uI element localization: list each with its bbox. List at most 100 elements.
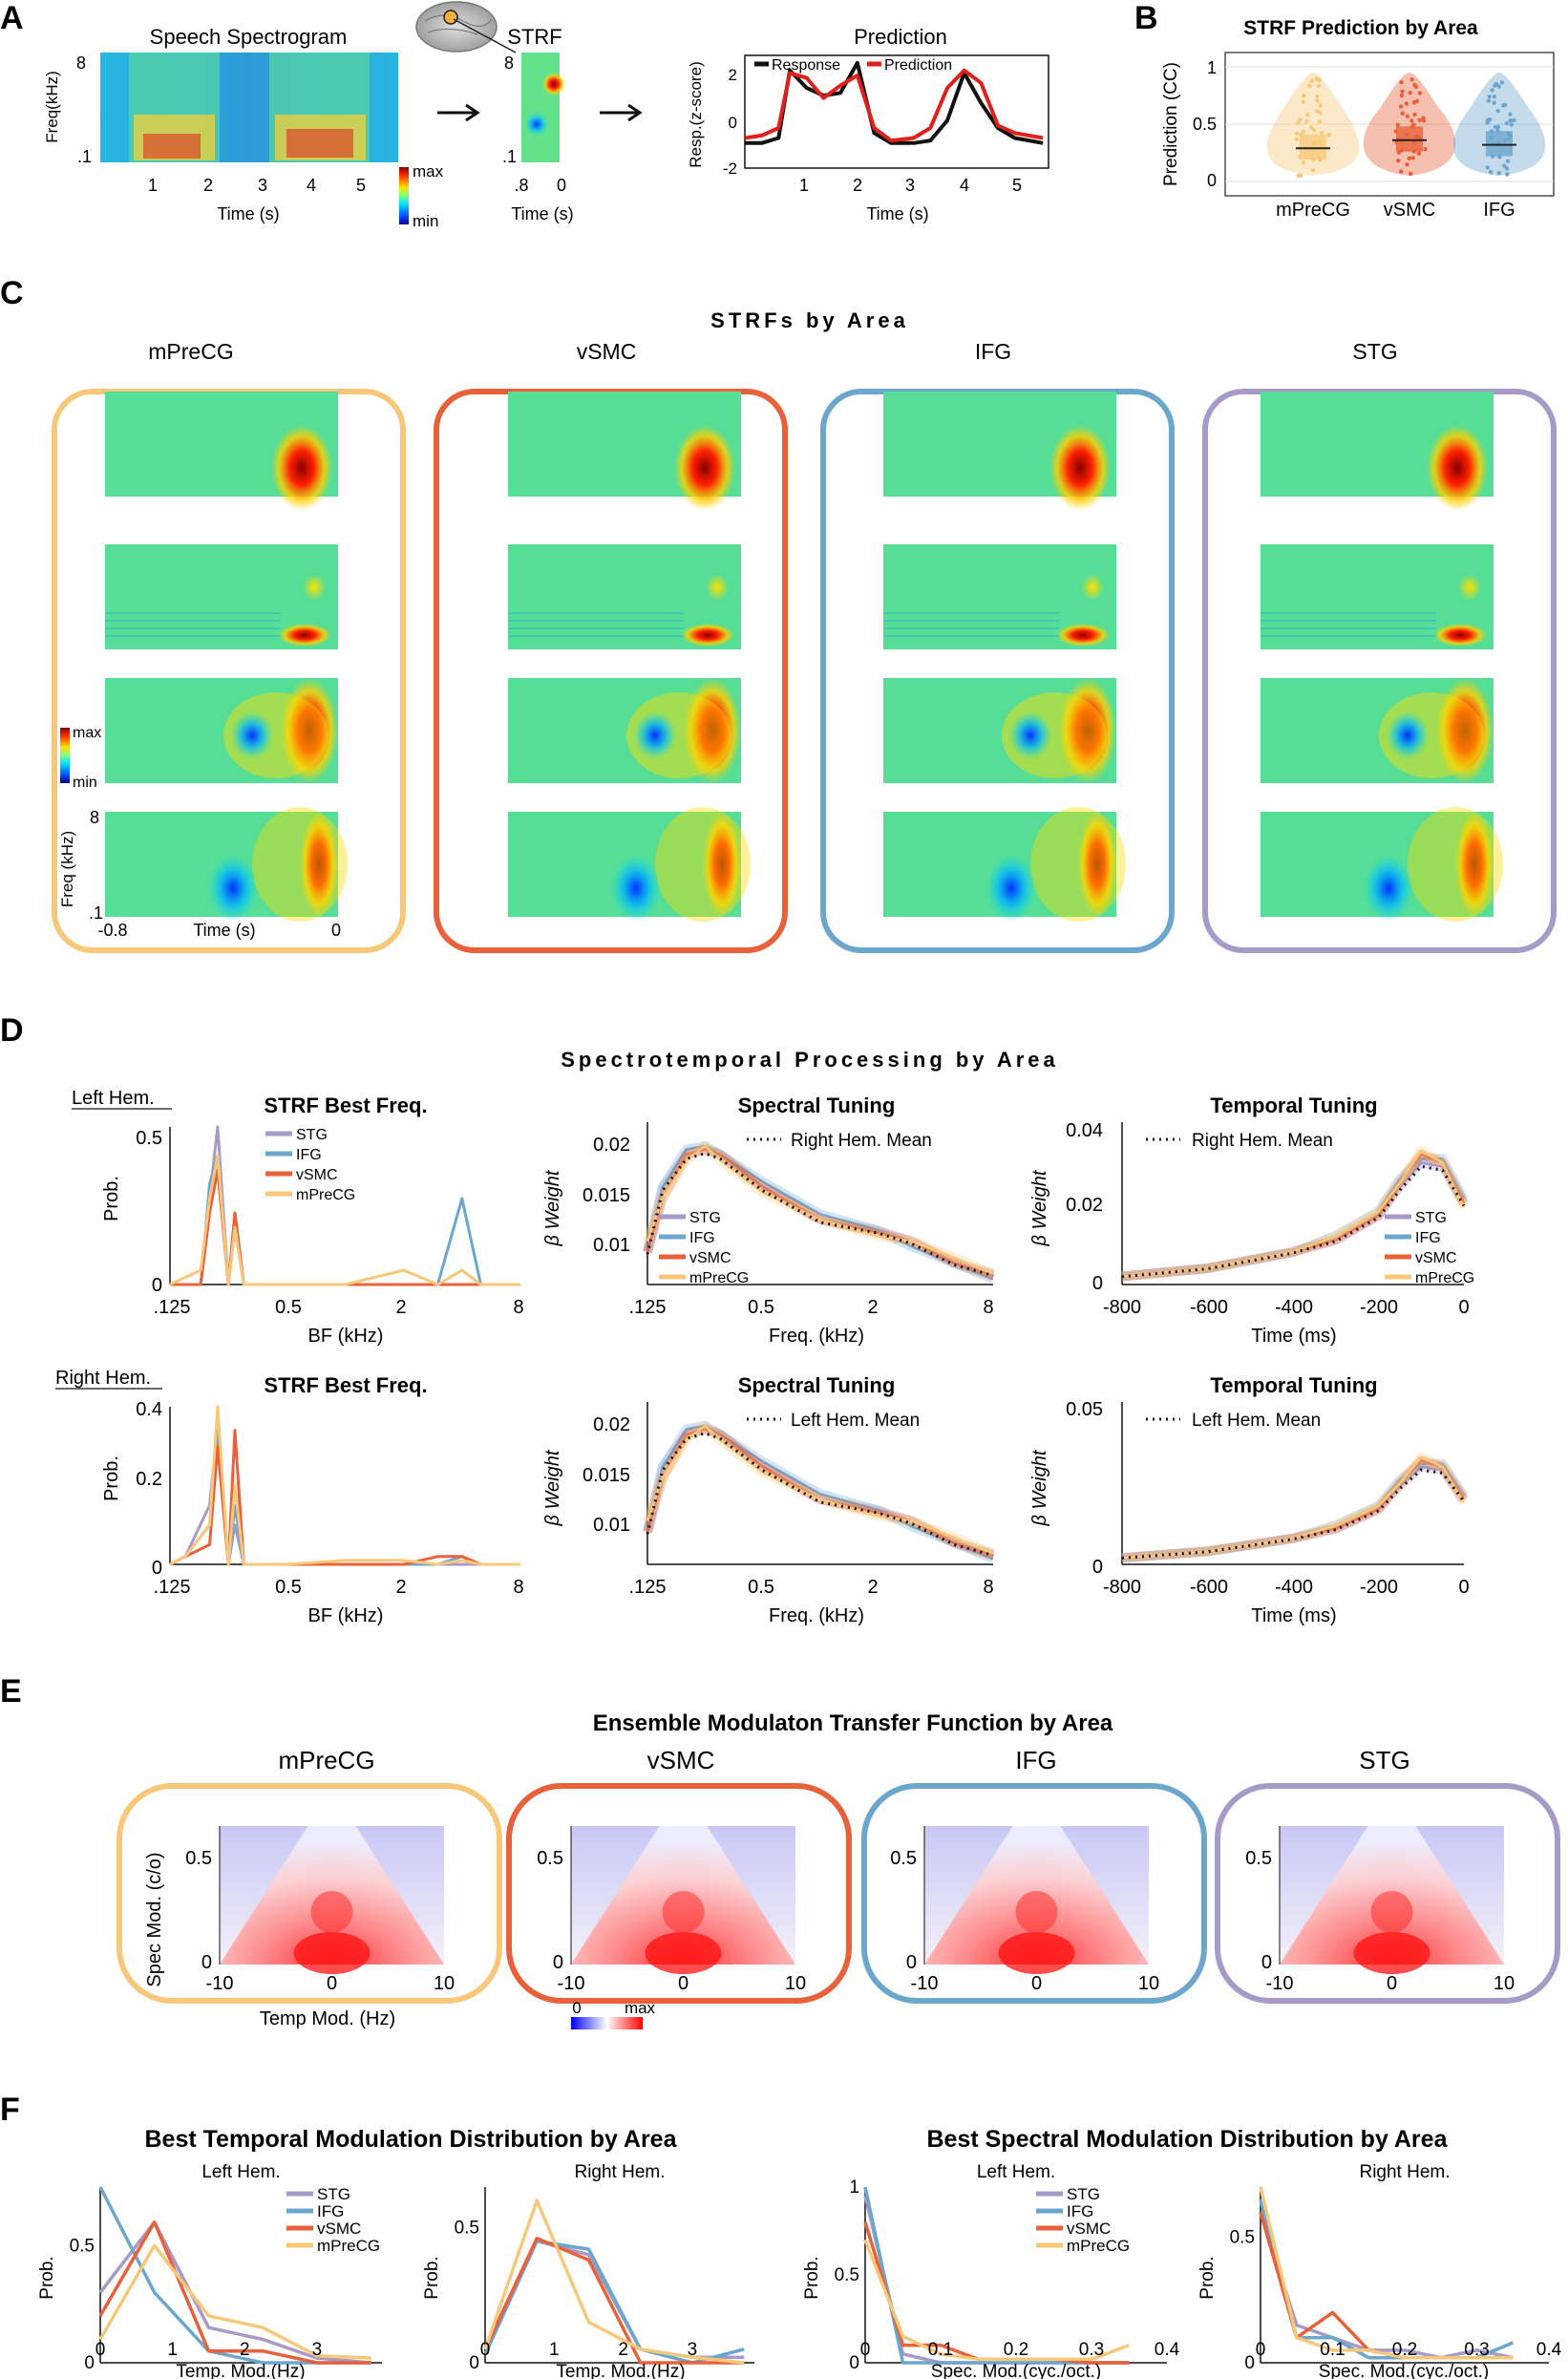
spectrogram-ylabel: Freq(kHz) [43,71,61,143]
prediction-xlabel: Time (s) [866,204,928,223]
prediction-ytick: 0 [729,114,737,132]
strf-colorbar [60,728,70,783]
strf-xlabel: Time (s) [193,921,255,940]
series-line-mprecg [646,1144,994,1275]
x-tick-label: 0.1 [928,2340,953,2360]
x-tick-label: 0.5 [748,1577,774,1598]
panel-b: B STRF Prediction by Area Prediction (CC… [1134,0,1555,221]
spec-ylabel: β Weight [542,1169,563,1246]
left-hem-label: Left Hem. [72,1088,155,1109]
series-band-stg [1121,1158,1469,1282]
data-point [1508,118,1513,123]
data-point [1294,137,1300,142]
f-ylabel: Prob. [802,2256,822,2299]
data-point [1411,149,1417,154]
series-band-vsmc [1121,1150,1469,1282]
x-tick-label: -10 [206,1973,234,1994]
data-point [1490,154,1495,159]
data-point [1489,129,1494,134]
y-tick-label: 0.5 [1230,2228,1255,2248]
strf-hot-region [684,678,741,783]
spec-ylabel: β Weight [542,1449,563,1526]
f-hem-label: Left Hem. [977,2162,1055,2182]
x-tick-label: 8 [983,1297,993,1318]
legend-label-ifg: IFG [1415,1230,1441,1246]
data-point [1311,127,1317,133]
x-tick-label: .125 [629,1577,667,1598]
strf-hot-region [278,624,331,647]
mtf-peak-secondary [1370,1891,1413,1933]
series-line-stg [1259,2211,1514,2360]
strf-hot-region [300,812,338,917]
series-band-mprecg [1121,1145,1469,1282]
strf-cold-region [208,855,258,922]
y-tick-label: 0 [469,2353,479,2373]
x-tick-label: -600 [1190,1297,1228,1318]
x-tick-label: 10 [434,1973,455,1994]
f-xlabel: Spec. Mod.(cyc./oct.) [1319,2362,1489,2379]
spectrogram-xtick: 2 [203,176,213,195]
y-tick-label: 0.2 [136,1469,162,1490]
data-point [1501,103,1506,108]
data-point [1395,122,1400,127]
mtf-area-box [117,1783,502,2004]
spectrogram-xtick: 1 [148,176,158,195]
strf-ytick-bottom: .1 [502,147,517,166]
prediction-ytick: 2 [729,66,737,84]
chart-b-xtick: IFG [1483,200,1515,221]
data-point [1311,157,1316,162]
data-point [1421,118,1427,123]
panel-letter-e: E [0,1673,22,1710]
x-tick-label: -10 [1266,1973,1294,1994]
data-point [1309,78,1315,84]
data-point [1410,156,1415,160]
x-tick-label: 1 [549,2340,560,2360]
spectrogram-speech-bands [129,53,370,162]
mtf-area-label: mPreCG [278,1746,374,1774]
y-tick-label: 0.02 [593,1414,630,1435]
strf-hot-region [1059,678,1116,783]
data-point [1399,148,1405,153]
violin-mprecg [1266,73,1360,176]
legend-label-mprecg: mPreCG [296,1187,355,1203]
series-line-ifg [1259,2198,1514,2360]
temp-xlabel: Time (ms) [1251,1326,1336,1347]
series-line-ifg [646,1144,994,1281]
spectrogram-ytick-bottom: .1 [77,147,92,166]
strf-hot-region [1433,624,1487,647]
data-point [1405,162,1409,167]
data-point [1307,83,1312,89]
mtf-area-box [861,1783,1207,2004]
data-point [1512,117,1516,123]
spectrogram-title: Speech Spectrogram [150,25,348,49]
y-tick-label: 0.02 [1066,1195,1103,1216]
f-hem-label: Left Hem. [201,2162,280,2182]
x-tick-label: 2 [867,1577,878,1598]
mtf-area-box [506,1783,852,2004]
data-point [1493,125,1497,130]
data-point [1409,77,1414,82]
strf-cold-region [986,855,1036,922]
data-point [1312,141,1318,147]
f-hem-label: Right Hem. [574,2162,665,2182]
strf-hot-region [703,812,741,917]
data-point [1399,79,1404,85]
data-point [1399,169,1404,174]
x-tick-label: 8 [983,1577,993,1598]
x-tick-label: 2 [240,2340,250,2360]
temp-xlabel: Time (ms) [1251,1605,1336,1626]
mtf-area-box [1215,1783,1560,2004]
x-tick-label: -400 [1275,1297,1313,1318]
data-point [1394,139,1399,145]
legend-label-mprecg: mPreCG [1415,1270,1474,1286]
series-line-ifg [646,1424,994,1561]
y-tick-label: 0.5 [136,1128,162,1149]
data-point [1398,104,1404,109]
legend-label-stg: STG [1067,2185,1100,2203]
series-line-vsmc [483,2237,745,2365]
data-point [1502,138,1508,143]
spectrogram-colorbar [399,167,409,224]
x-tick-label: -600 [1190,1577,1228,1598]
x-tick-label: 2 [867,1297,878,1318]
chart-b-ylabel: Prediction (CC) [1161,62,1181,186]
